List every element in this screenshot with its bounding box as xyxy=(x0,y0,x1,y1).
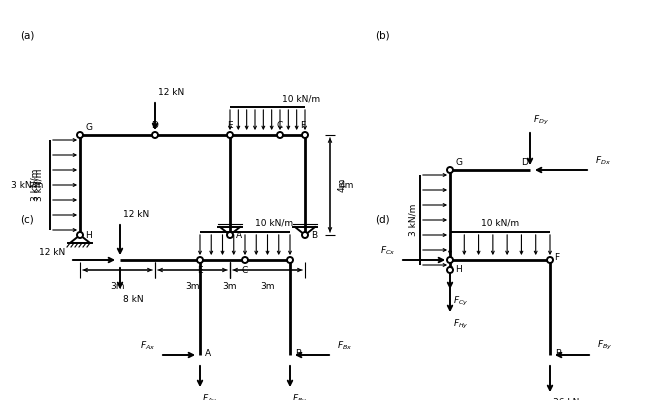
Text: 3m: 3m xyxy=(185,282,200,291)
Text: C: C xyxy=(242,266,248,275)
Text: $F_{Ay}$: $F_{Ay}$ xyxy=(202,393,217,400)
Text: E: E xyxy=(197,266,203,275)
Text: 3m: 3m xyxy=(260,282,275,291)
Text: 36 kN: 36 kN xyxy=(553,398,579,400)
Circle shape xyxy=(302,232,308,238)
Circle shape xyxy=(242,257,248,263)
Text: (b): (b) xyxy=(375,30,389,40)
Text: 12 kN: 12 kN xyxy=(158,88,184,97)
Text: B: B xyxy=(555,348,561,358)
Text: $F_{Cx}$: $F_{Cx}$ xyxy=(379,244,395,257)
Text: 3 kN/m: 3 kN/m xyxy=(30,169,40,201)
Text: 3m: 3m xyxy=(223,282,237,291)
Text: $F_{Bx}$: $F_{Bx}$ xyxy=(337,340,352,352)
Text: 3 kN/m: 3 kN/m xyxy=(409,204,418,236)
Circle shape xyxy=(152,132,158,138)
Circle shape xyxy=(227,232,233,238)
Text: $F_{Hy}$: $F_{Hy}$ xyxy=(453,318,469,331)
Text: $F_{By}$: $F_{By}$ xyxy=(292,393,308,400)
Text: E: E xyxy=(227,121,233,130)
Text: C: C xyxy=(447,266,453,275)
Text: (d): (d) xyxy=(375,215,389,225)
Circle shape xyxy=(77,132,83,138)
Text: B: B xyxy=(295,348,301,358)
Text: (c): (c) xyxy=(20,215,34,225)
Text: $F_{Dy}$: $F_{Dy}$ xyxy=(533,114,549,127)
Circle shape xyxy=(547,257,553,263)
Text: C: C xyxy=(277,121,283,130)
Text: D: D xyxy=(521,158,528,167)
Text: D: D xyxy=(152,121,158,130)
Text: 4m: 4m xyxy=(338,178,347,192)
Text: H: H xyxy=(85,230,92,240)
Circle shape xyxy=(447,257,453,263)
Text: G: G xyxy=(455,158,462,167)
Circle shape xyxy=(447,267,453,273)
Text: (a): (a) xyxy=(20,30,34,40)
Circle shape xyxy=(287,257,293,263)
Text: $F_{Dx}$: $F_{Dx}$ xyxy=(595,154,611,167)
Text: A: A xyxy=(236,230,242,240)
Circle shape xyxy=(277,132,283,138)
Text: A: A xyxy=(205,348,211,358)
Text: G: G xyxy=(86,123,93,132)
Text: B: B xyxy=(311,230,317,240)
Text: $F_{Ax}$: $F_{Ax}$ xyxy=(140,340,155,352)
Text: 3 kN/m: 3 kN/m xyxy=(34,169,43,201)
Circle shape xyxy=(197,257,203,263)
Text: $F_{Cy}$: $F_{Cy}$ xyxy=(453,295,469,308)
Text: 10 kN/m: 10 kN/m xyxy=(481,219,519,228)
Text: 3 kN/m: 3 kN/m xyxy=(11,180,43,190)
Text: 10 kN/m: 10 kN/m xyxy=(255,219,293,228)
Text: 12 kN: 12 kN xyxy=(39,248,65,257)
Text: 4m: 4m xyxy=(340,180,354,190)
Text: 12 kN: 12 kN xyxy=(123,210,149,219)
Text: 3m: 3m xyxy=(110,282,125,291)
Text: 10 kN/m: 10 kN/m xyxy=(282,94,321,103)
Text: 8 kN: 8 kN xyxy=(123,295,144,304)
Text: F: F xyxy=(554,254,559,262)
Text: H: H xyxy=(455,266,462,274)
Circle shape xyxy=(302,132,308,138)
Circle shape xyxy=(227,132,233,138)
Circle shape xyxy=(447,167,453,173)
Text: $F_{By}$: $F_{By}$ xyxy=(597,339,612,352)
Text: F: F xyxy=(300,121,305,130)
Circle shape xyxy=(77,232,83,238)
